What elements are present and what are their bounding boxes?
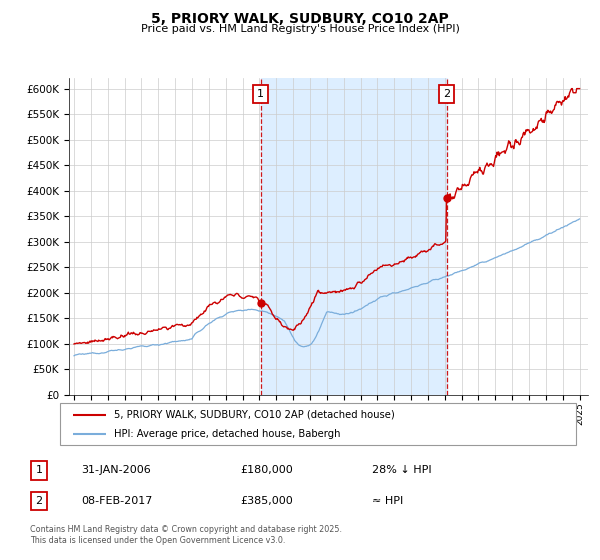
Text: 1: 1 — [35, 465, 43, 475]
Text: 5, PRIORY WALK, SUDBURY, CO10 2AP (detached house): 5, PRIORY WALK, SUDBURY, CO10 2AP (detac… — [114, 409, 395, 419]
Text: 5, PRIORY WALK, SUDBURY, CO10 2AP: 5, PRIORY WALK, SUDBURY, CO10 2AP — [151, 12, 449, 26]
Text: 08-FEB-2017: 08-FEB-2017 — [81, 496, 152, 506]
Text: £385,000: £385,000 — [240, 496, 293, 506]
Text: Price paid vs. HM Land Registry's House Price Index (HPI): Price paid vs. HM Land Registry's House … — [140, 24, 460, 34]
Text: £180,000: £180,000 — [240, 465, 293, 475]
Text: 2: 2 — [35, 496, 43, 506]
Text: 2: 2 — [443, 88, 451, 99]
FancyBboxPatch shape — [60, 403, 576, 445]
Text: 1: 1 — [257, 88, 265, 99]
Text: 28% ↓ HPI: 28% ↓ HPI — [372, 465, 431, 475]
Text: Contains HM Land Registry data © Crown copyright and database right 2025.
This d: Contains HM Land Registry data © Crown c… — [30, 525, 342, 545]
Text: 31-JAN-2006: 31-JAN-2006 — [81, 465, 151, 475]
Bar — [261, 78, 447, 395]
Text: HPI: Average price, detached house, Babergh: HPI: Average price, detached house, Babe… — [114, 429, 341, 439]
Text: ≈ HPI: ≈ HPI — [372, 496, 403, 506]
